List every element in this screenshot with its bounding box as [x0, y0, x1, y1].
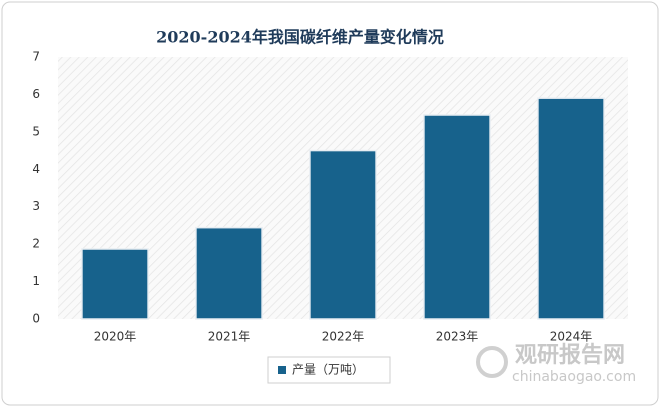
bar: [309, 149, 377, 320]
x-tick-label: 2020年: [94, 330, 137, 344]
legend-swatch: [278, 366, 286, 374]
legend-box: [267, 356, 391, 384]
chart-title: 2020-2024年我国碳纤维产量变化情况: [156, 28, 444, 47]
y-tick-label: 5: [32, 124, 40, 138]
y-tick-label: 0: [32, 312, 40, 326]
y-tick-label: 3: [32, 199, 40, 213]
x-tick-label: 2024年: [550, 330, 593, 344]
legend-label: 产量（万吨）: [292, 363, 364, 377]
x-tick-label: 2021年: [208, 330, 251, 344]
y-tick-label: 2: [32, 237, 40, 251]
watermark-url: chinabaogao.com: [512, 369, 636, 385]
bar: [537, 97, 605, 320]
watermark-name: 观研报告网: [515, 343, 625, 368]
watermark-logo: [476, 346, 508, 378]
bar: [195, 226, 263, 320]
y-tick-label: 1: [32, 274, 40, 288]
bar: [81, 248, 149, 320]
bar: [423, 114, 491, 320]
y-tick-label: 4: [32, 162, 40, 176]
x-tick-label: 2023年: [436, 330, 479, 344]
y-tick-label: 7: [32, 50, 40, 64]
y-tick-label: 6: [32, 87, 40, 101]
x-tick-label: 2022年: [322, 330, 365, 344]
